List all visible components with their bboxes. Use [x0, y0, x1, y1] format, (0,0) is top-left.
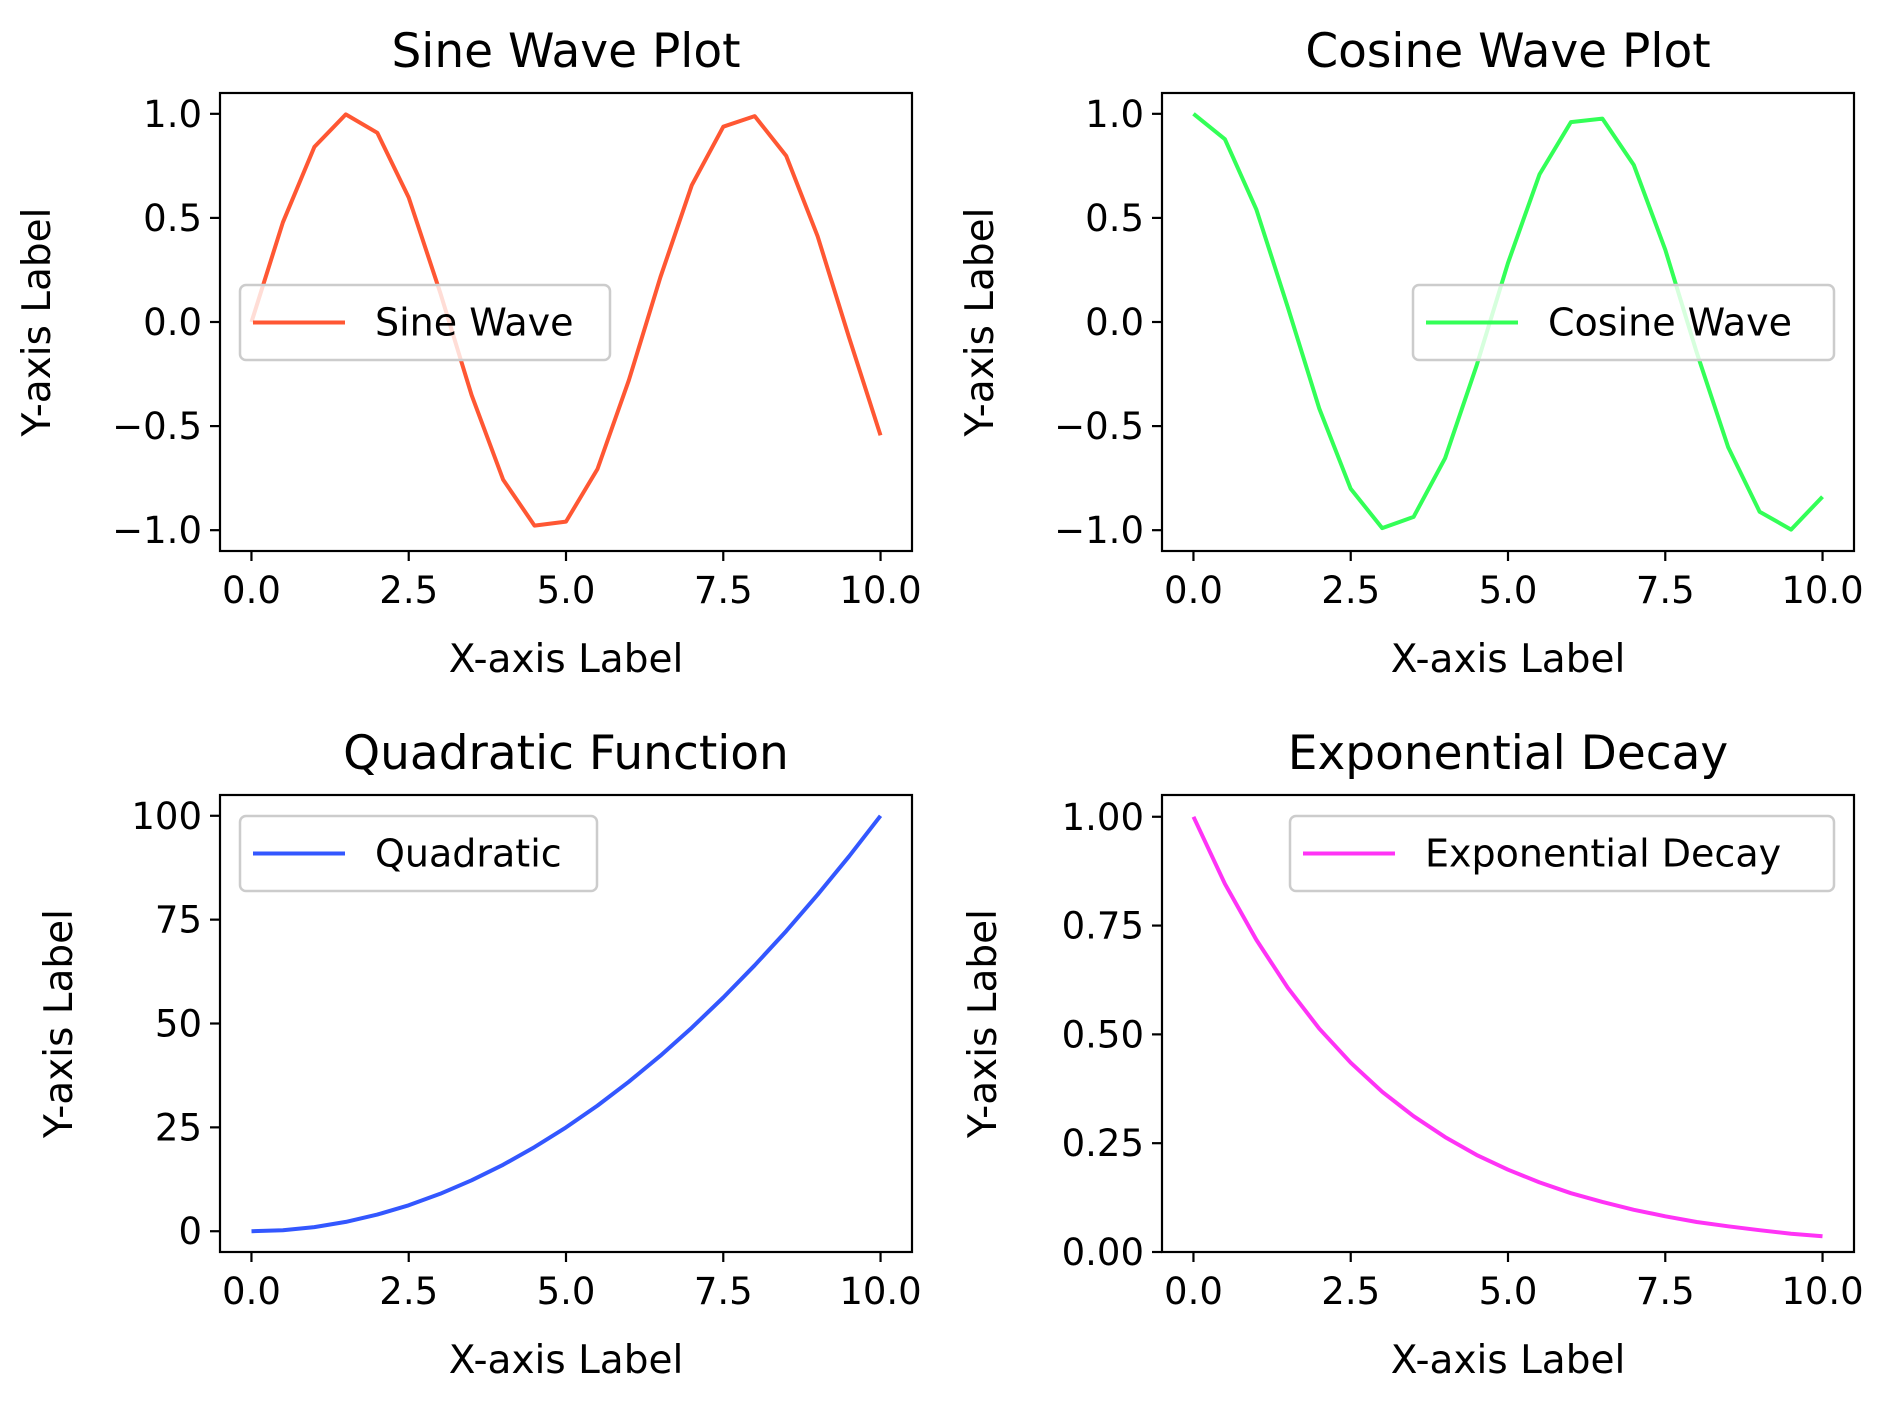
chart-title: Exponential Decay	[1288, 726, 1728, 781]
y-tick-label: 75	[155, 899, 202, 942]
chart-title: Quadratic Function	[343, 726, 789, 781]
x-tick-label: 2.5	[1321, 1270, 1380, 1313]
x-tick-label: 5.0	[1479, 1270, 1538, 1313]
y-tick-label: 0.5	[143, 197, 202, 240]
chart-title: Cosine Wave Plot	[1305, 24, 1710, 79]
y-tick-label: 0.25	[1062, 1122, 1144, 1165]
y-tick-label: 0.5	[1085, 197, 1144, 240]
subplot-sine: 0.0 2.5 5.0 7.5 10.0 1.0 0.5 0.0 −0.5 −1.0 Sine Wa…	[15, 24, 922, 682]
legend-label: Quadratic	[375, 832, 562, 876]
x-axis-label: X-axis Label	[1391, 1338, 1626, 1383]
x-tick-label: 2.5	[379, 569, 438, 612]
subplot-quadratic: 0.0 2.5 5.0 7.5 10.0 100 75 50 25 0 Quadratic Func…	[37, 726, 922, 1383]
x-tick-label: 2.5	[1321, 569, 1380, 612]
y-tick-label: −0.5	[1054, 405, 1144, 448]
y-tick-label: −1.0	[1054, 509, 1144, 552]
x-tick-label: 5.0	[537, 1270, 596, 1313]
legend: Quadratic	[238, 814, 599, 893]
x-tick-label: 0.0	[1164, 569, 1223, 612]
legend: Exponential Decay	[1288, 814, 1836, 893]
legend: Cosine Wave	[1411, 283, 1836, 362]
legend-label: Cosine Wave	[1548, 301, 1792, 345]
x-tick-label: 0.0	[222, 569, 281, 612]
x-tick-label: 7.5	[1636, 569, 1695, 612]
y-axis-label: Y-axis Label	[958, 207, 1003, 437]
legend-box	[1288, 814, 1836, 893]
y-tick-label: 1.00	[1062, 796, 1144, 839]
subplot-cosine: 0.0 2.5 5.0 7.5 10.0 1.0 0.5 0.0 −0.5 −1.0 Cosine …	[958, 24, 1864, 682]
y-tick-label: 100	[131, 795, 202, 838]
legend-box	[238, 283, 612, 362]
y-tick-label: −1.0	[112, 509, 202, 552]
chart-title: Sine Wave Plot	[391, 24, 740, 79]
x-axis-label: X-axis Label	[449, 637, 684, 682]
x-axis-label: X-axis Label	[1391, 637, 1626, 682]
series-line	[1191, 815, 1823, 1239]
x-tick-label: 2.5	[379, 1270, 438, 1313]
y-tick-label: 1.0	[143, 93, 202, 136]
y-tick-label: 50	[155, 1003, 202, 1046]
y-tick-label: 25	[155, 1106, 202, 1149]
y-axis-label: Y-axis Label	[15, 207, 60, 437]
x-tick-label: 5.0	[1479, 569, 1538, 612]
x-axis-label: X-axis Label	[449, 1338, 684, 1383]
y-axis-label: Y-axis Label	[37, 909, 82, 1139]
x-tick-label: 10.0	[1781, 569, 1863, 612]
y-tick-label: 0	[178, 1210, 202, 1253]
y-tick-label: 0.00	[1062, 1231, 1144, 1274]
y-axis-label: Y-axis Label	[961, 909, 1006, 1139]
legend-label: Sine Wave	[375, 301, 574, 345]
series-line	[251, 814, 883, 1234]
subplot-exponential: 0.0 2.5 5.0 7.5 10.0 1.00 0.75 0.50 0.25 0.00 Expo…	[961, 726, 1864, 1383]
x-tick-label: 10.0	[1781, 1270, 1863, 1313]
legend-box	[238, 814, 599, 893]
x-tick-label: 7.5	[694, 1270, 753, 1313]
y-tick-label: 0.0	[1085, 301, 1144, 344]
series-line	[1192, 112, 1824, 532]
legend-box	[1411, 283, 1836, 362]
y-tick-label: 1.0	[1085, 93, 1144, 136]
legend: Sine Wave	[238, 283, 612, 362]
x-tick-label: 0.0	[1164, 1270, 1223, 1313]
legend-label: Exponential Decay	[1425, 832, 1781, 876]
x-tick-label: 5.0	[537, 569, 596, 612]
y-tick-label: 0.75	[1062, 905, 1144, 948]
x-tick-label: 7.5	[1636, 1270, 1695, 1313]
y-tick-label: 0.50	[1062, 1013, 1144, 1056]
y-tick-label: 0.0	[143, 301, 202, 344]
x-tick-label: 10.0	[839, 1270, 921, 1313]
y-tick-label: −0.5	[112, 405, 202, 448]
series-line	[249, 112, 883, 528]
x-tick-label: 0.0	[222, 1270, 281, 1313]
x-tick-label: 10.0	[839, 569, 921, 612]
x-tick-label: 7.5	[694, 569, 753, 612]
